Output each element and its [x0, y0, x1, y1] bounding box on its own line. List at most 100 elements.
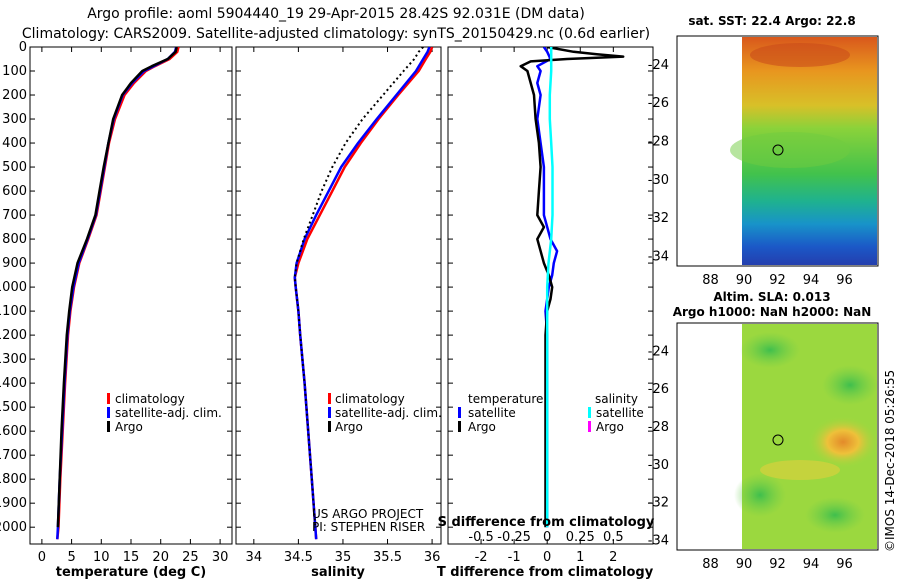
difference-xtick-label: -1 — [508, 550, 521, 565]
salinity-series-climatology — [293, 47, 434, 540]
legend-title-temperature: temperature — [468, 392, 543, 406]
sla-green-blob-4 — [805, 497, 865, 533]
sla-map-xtick-label: 90 — [736, 557, 753, 572]
legend-swatch-climatology — [107, 393, 110, 404]
sla-argo-marker — [772, 434, 784, 446]
sla-map-xtick-label: 88 — [702, 557, 719, 572]
sla-map-xtick-label: 92 — [769, 557, 786, 572]
depth-tick-label: 1400 — [0, 376, 27, 391]
sst-map-ytick-label: -34 — [648, 249, 669, 264]
temperature-xtick-label: 25 — [182, 550, 199, 565]
temperature-xtick-label: 20 — [152, 550, 169, 565]
legend-label-t-argo: Argo — [468, 420, 496, 434]
difference-series-s-satellite — [545, 47, 554, 528]
temperature-xtick-label: 10 — [93, 550, 110, 565]
depth-tick-label: 1100 — [0, 304, 27, 319]
sst-map-xtick-label: 92 — [769, 273, 786, 288]
difference-top-tick-label: -0.25 — [497, 530, 531, 545]
pi-annotation: PI: STEPHEN RISER — [312, 520, 425, 534]
sla-map-ytick-label: -24 — [648, 344, 669, 359]
depth-tick-label: 300 — [2, 112, 27, 127]
sla-map-ytick-label: -34 — [648, 534, 669, 549]
depth-tick-label: 1200 — [0, 328, 27, 343]
legend-swatch-satellite — [328, 407, 331, 418]
difference-top-tick-label: 0.5 — [603, 530, 624, 545]
depth-tick-label: 1300 — [0, 352, 27, 367]
salinity-xtick-label: 36 — [424, 550, 441, 565]
salinity-lines — [293, 47, 434, 540]
legend-swatch-argo — [107, 421, 110, 432]
sst-map-ytick-label: -24 — [648, 58, 669, 73]
temperature-xtick-label: 30 — [212, 550, 229, 565]
salinity-xtick-label: 34 — [246, 550, 263, 565]
legend-label-argo: Argo — [115, 420, 143, 434]
depth-tick-label: 500 — [2, 160, 27, 175]
tick-layer: 0 5 10 15 20 25 300100200300400500600700800900… — [0, 40, 853, 572]
difference-xtick-label: -2 — [475, 550, 488, 565]
depth-tick-label: 600 — [2, 184, 27, 199]
legend-swatch-t-argo — [458, 421, 461, 432]
sst-map — [676, 35, 879, 267]
salinity-series-argo — [293, 47, 424, 528]
depth-tick-label: 100 — [2, 64, 27, 79]
imos-stamp: ©IMOS 14-Dec-2018 05:26:55 — [883, 370, 897, 552]
sst-map-xtick-label: 88 — [702, 273, 719, 288]
legend-label-climatology: climatology — [335, 392, 405, 406]
legend-label-t-satellite: satellite — [468, 406, 516, 420]
legend-label-s-satellite: satellite — [596, 406, 644, 420]
legend-swatch-satellite — [107, 407, 110, 418]
depth-tick-label: 1800 — [0, 472, 27, 487]
depth-tick-label: 0 — [19, 40, 27, 55]
sla-green-blob-3 — [734, 473, 786, 517]
legend-swatch-argo — [328, 421, 331, 432]
difference-top-tick-label: 0.25 — [566, 530, 595, 545]
salinity-xtick-label: 35.5 — [373, 550, 402, 565]
difference-legend: temperature satellite Argo salinity sate… — [438, 392, 655, 530]
sla-map-ytick-label: -26 — [648, 382, 669, 397]
sst-map-ytick-label: -30 — [648, 173, 669, 188]
project-annotation: US ARGO PROJECT — [312, 507, 424, 521]
sla-map-xtick-label: 96 — [836, 557, 853, 572]
sla-green-blob-2 — [822, 365, 878, 405]
difference-top-tick-label: 0 — [543, 530, 551, 545]
depth-tick-label: 1500 — [0, 400, 27, 415]
legend-label-satellite: satellite-adj. clim. — [335, 406, 442, 420]
legend-swatch-climatology — [328, 393, 331, 404]
temperature-xlabel: temperature (deg C) — [56, 565, 206, 580]
temperature-xtick-label: 0 — [38, 550, 46, 565]
depth-tick-label: 1000 — [0, 280, 27, 295]
sst-map-title: sat. SST: 22.4 Argo: 22.8 — [688, 14, 855, 28]
depth-tick-label: 1600 — [0, 424, 27, 439]
sst-map-xtick-label: 90 — [736, 273, 753, 288]
legend-label-satellite: satellite-adj. clim. — [115, 406, 222, 420]
temperature-series-climatology — [56, 47, 180, 540]
depth-tick-label: 1700 — [0, 448, 27, 463]
legend-title-salinity: salinity — [595, 392, 638, 406]
depth-tick-label: 800 — [2, 232, 27, 247]
temperature-series-argo — [56, 47, 178, 528]
salinity-xtick-label: 34.5 — [284, 550, 313, 565]
difference-xtick-label: 1 — [576, 550, 584, 565]
sla-map — [676, 322, 879, 551]
temperature-lines — [56, 47, 180, 540]
sst-argo-marker — [772, 144, 784, 156]
sst-map-ytick-label: -32 — [648, 211, 669, 226]
salinity-legend: climatology satellite-adj. clim. Argo US… — [312, 392, 442, 534]
legend-label-argo: Argo — [335, 420, 363, 434]
difference-top-tick-label: -0.5 — [468, 530, 493, 545]
salinity-panel-frame — [235, 46, 442, 545]
sla-hot-spot — [808, 416, 878, 468]
depth-tick-label: 2000 — [0, 520, 27, 535]
depth-tick-label: 700 — [2, 208, 27, 223]
sla-map-ytick-label: -30 — [648, 458, 669, 473]
depth-tick-label: 200 — [2, 88, 27, 103]
sla-warm-band — [760, 460, 840, 480]
difference-lines — [519, 47, 625, 528]
legend-label-s-argo: Argo — [596, 420, 624, 434]
sla-map-ytick-label: -32 — [648, 496, 669, 511]
sla-map-xtick-label: 94 — [803, 557, 820, 572]
legend-label-climatology: climatology — [115, 392, 185, 406]
depth-tick-label: 900 — [2, 256, 27, 271]
difference-xtick-label: 2 — [609, 550, 617, 565]
